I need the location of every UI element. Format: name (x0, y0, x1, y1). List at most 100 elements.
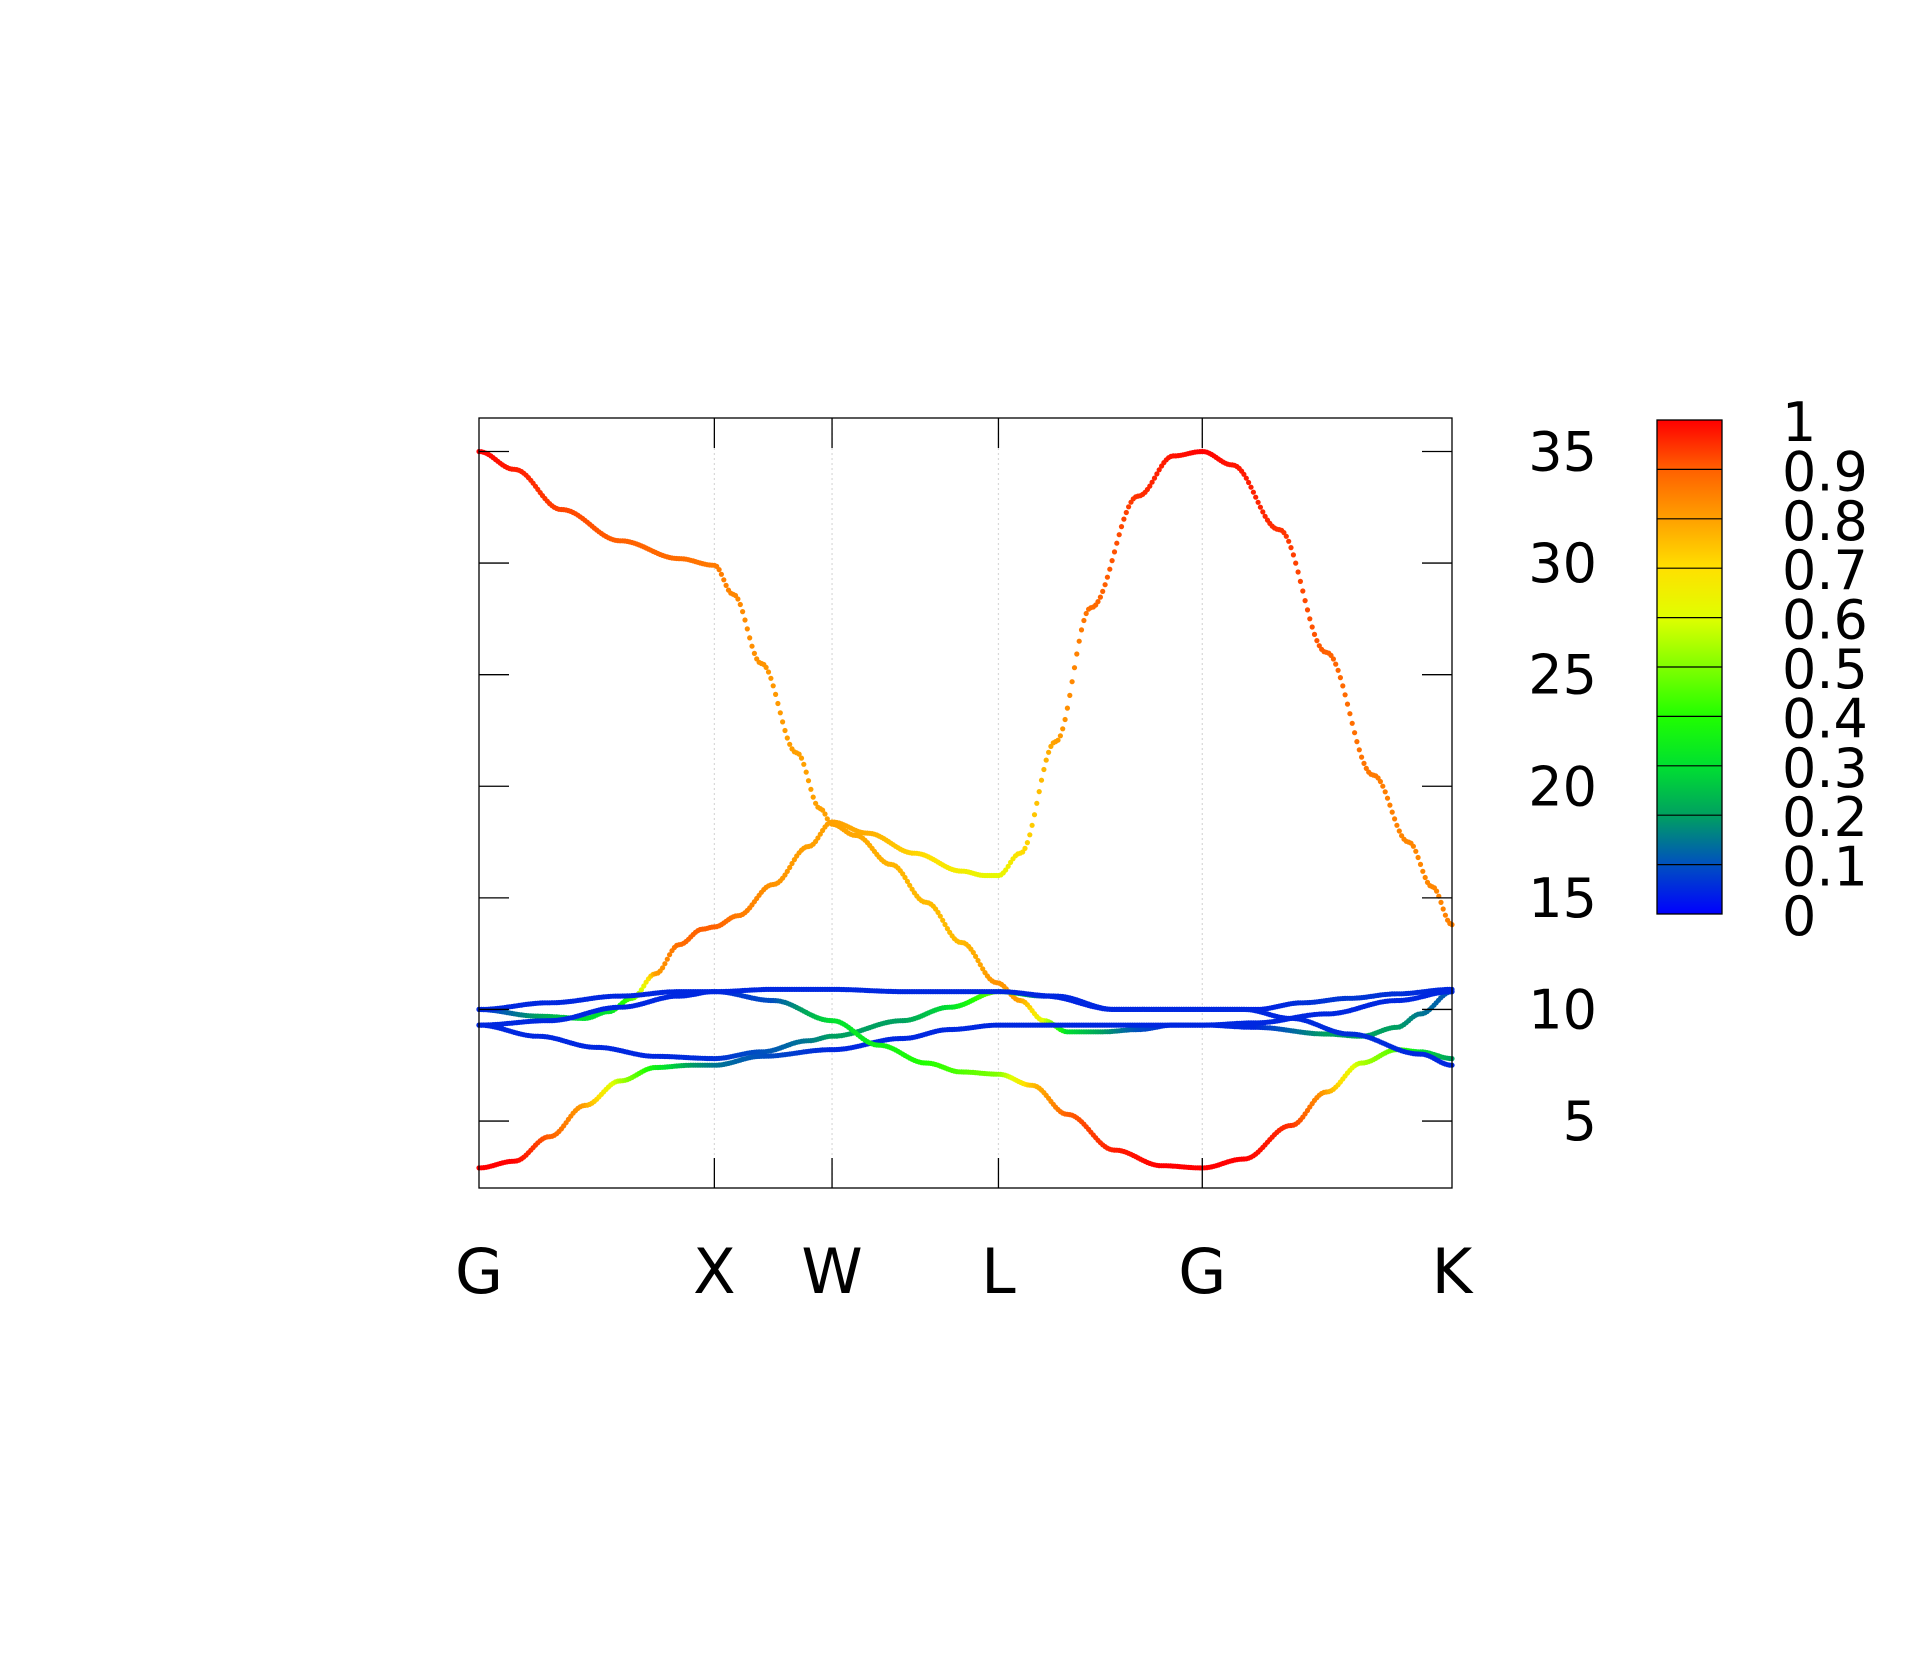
band-point (822, 811, 828, 817)
colorbar-label: 0.6 (1782, 589, 1868, 652)
band-point (1347, 711, 1353, 717)
band-point (787, 741, 793, 747)
band-point (1241, 471, 1247, 477)
band-point (1060, 726, 1066, 732)
band-point (1003, 867, 1009, 873)
band-point (1071, 665, 1078, 671)
band-point (1036, 789, 1042, 795)
band-points (476, 448, 1455, 1171)
band-point (1109, 558, 1115, 564)
band-4 (476, 989, 1455, 1171)
band-point (763, 664, 769, 671)
band-point (1022, 845, 1028, 852)
band-point (740, 609, 746, 615)
band-point (768, 675, 774, 681)
band-point (664, 956, 670, 962)
band-point (1147, 483, 1153, 489)
band-point (1389, 809, 1395, 815)
band-point (1309, 624, 1315, 630)
band-point (1100, 588, 1106, 595)
band-point (1356, 747, 1362, 753)
band-point (1123, 509, 1129, 516)
band-point (1434, 888, 1440, 894)
band-point (1069, 679, 1075, 685)
band-point (1126, 504, 1132, 510)
band-point (1330, 656, 1336, 662)
band-point (1262, 513, 1268, 519)
band-point (1156, 467, 1162, 473)
band-point (1031, 812, 1038, 818)
band-point (935, 909, 941, 916)
band-point (1354, 739, 1360, 745)
band-point (1293, 560, 1299, 566)
colorbar-label: 0.8 (1782, 490, 1868, 553)
band-point (1295, 569, 1301, 575)
colorbar-label: 0 (1782, 885, 1816, 948)
colorbar-label: 0.4 (1782, 687, 1868, 750)
band-point (782, 727, 788, 734)
band-point (907, 882, 913, 888)
band-point (1311, 631, 1318, 638)
y-tick-label: 20 (1528, 755, 1597, 818)
band-point (1243, 475, 1249, 481)
band-point (1074, 651, 1080, 657)
band-1 (476, 448, 1455, 1039)
band-point (747, 635, 753, 641)
band-point (975, 957, 981, 964)
band-point (1394, 822, 1400, 828)
band-point (1107, 566, 1113, 572)
band-point (1121, 516, 1127, 522)
band-point (1440, 906, 1446, 912)
band-point (940, 917, 946, 923)
band-point (942, 921, 948, 928)
band-point (1415, 854, 1421, 861)
band-point (1257, 504, 1263, 510)
band-point (1297, 578, 1303, 585)
y-tick-label: 25 (1528, 644, 1597, 707)
band-point (1118, 524, 1125, 530)
band-point (1097, 594, 1103, 600)
band-point (1359, 754, 1365, 760)
band-point (775, 700, 781, 707)
band-point (1340, 683, 1346, 689)
colorbar-label: 0.9 (1782, 440, 1868, 503)
band-point (815, 835, 821, 841)
band-point (641, 983, 647, 989)
band-point (787, 864, 793, 871)
y-tick-label: 30 (1528, 532, 1597, 595)
band-point (723, 582, 729, 589)
band-point (1290, 552, 1296, 558)
band-point (1442, 912, 1448, 918)
band-point (1057, 733, 1063, 739)
colorbar: 00.10.20.30.40.50.60.70.80.91 (1656, 391, 1868, 948)
band-point (1335, 667, 1341, 673)
band-point (1248, 484, 1254, 490)
band-point (1081, 617, 1087, 624)
colorbar-ticks (1657, 468, 1722, 866)
y-tick-label: 5 (1563, 1090, 1597, 1153)
colorbar-label: 1 (1782, 391, 1816, 454)
band-point (1046, 749, 1052, 755)
band-point (1154, 471, 1160, 477)
band-point (944, 926, 951, 932)
k-point-label: G (1178, 1235, 1226, 1308)
band-point (1344, 701, 1351, 707)
colorbar-labels: 00.10.20.30.40.50.60.70.80.91 (1782, 391, 1868, 948)
band-point (1260, 509, 1266, 515)
band-point (737, 601, 743, 608)
band-point (1384, 795, 1391, 801)
band-point (1377, 778, 1383, 785)
band-point (1281, 530, 1287, 536)
band-point (1253, 494, 1259, 500)
band-point (808, 786, 814, 792)
band-point (1083, 610, 1089, 617)
band-point (721, 577, 727, 583)
band-point (1114, 540, 1120, 546)
band-point (1283, 533, 1289, 539)
band-point (1111, 549, 1118, 555)
band-point (1314, 638, 1320, 644)
band-point (784, 735, 790, 741)
band-point (1102, 582, 1108, 588)
k-point-label: K (1432, 1235, 1474, 1308)
